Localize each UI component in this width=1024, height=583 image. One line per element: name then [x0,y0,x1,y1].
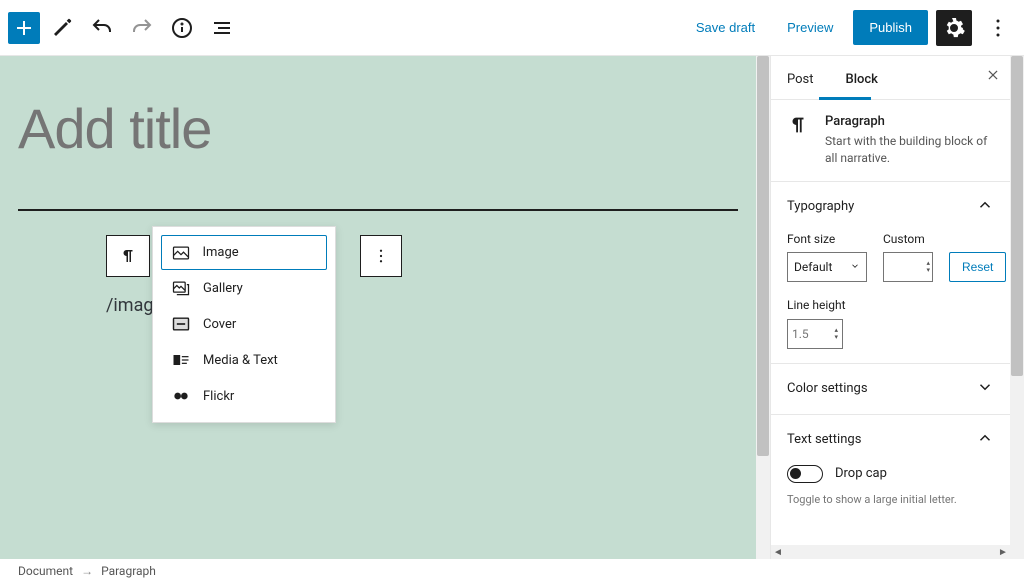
block-toolbar [106,235,150,277]
sidebar-h-scrollbar[interactable]: ◄ ► [771,545,1010,559]
save-draft-button[interactable]: Save draft [684,12,767,43]
block-name: Paragraph [825,114,994,129]
text-settings-panel: Text settings Drop cap Toggle to show a … [771,415,1010,520]
autocomplete-item-label: Image [203,245,239,260]
workspace: /image Image Gallery Cover Media & Text [0,56,1024,559]
canvas-scrollbar-thumb[interactable] [757,56,769,456]
custom-size-label: Custom [883,232,933,246]
autocomplete-item-label: Flickr [203,389,234,404]
outline-button[interactable] [204,10,240,46]
canvas-scrollbar[interactable] [756,56,770,559]
post-title-input[interactable] [18,96,738,161]
autocomplete-item-label: Gallery [203,281,243,296]
editor-topbar: Save draft Preview Publish [0,0,1024,56]
tab-indicator [819,97,871,100]
custom-size-input[interactable]: ▴▾ [883,252,933,282]
chevron-down-icon [850,260,860,274]
chevron-down-icon [976,378,994,400]
breadcrumb-current[interactable]: Paragraph [101,564,156,578]
panel-title: Typography [787,199,854,214]
font-size-label: Font size [787,232,867,246]
redo-button[interactable] [124,10,160,46]
autocomplete-item-media-text[interactable]: Media & Text [161,342,327,378]
sidebar-scrollbar[interactable] [1010,56,1024,559]
tab-block[interactable]: Block [830,60,894,99]
drop-cap-toggle[interactable] [787,465,823,483]
flickr-icon [171,386,191,406]
chevron-up-icon [976,429,994,451]
breadcrumb-document[interactable]: Document [18,564,73,578]
font-size-reset-button[interactable]: Reset [949,252,1006,282]
drop-cap-help-text: Toggle to show a large initial letter. [787,493,994,506]
editor-canvas-wrap: /image Image Gallery Cover Media & Text [0,56,770,559]
info-button[interactable] [164,10,200,46]
drop-cap-label: Drop cap [835,466,887,481]
block-autocomplete-popup: Image Gallery Cover Media & Text Flickr [152,226,336,423]
panel-title: Text settings [787,432,861,447]
color-settings-panel: Color settings [771,364,1010,415]
line-height-label: Line height [787,298,846,312]
autocomplete-item-flickr[interactable]: Flickr [161,378,327,414]
number-spinner-icon[interactable]: ▴▾ [834,327,838,341]
preview-button[interactable]: Preview [775,12,845,43]
sidebar-content: Post Block Paragraph Start with the buil… [771,56,1010,559]
chevron-up-icon [976,196,994,218]
sidebar-scrollbar-thumb[interactable] [1011,56,1023,376]
typography-panel: Typography Font size Default C [771,182,1010,364]
paragraph-icon [787,114,811,140]
block-description: Start with the building block of all nar… [825,133,994,167]
add-block-button[interactable] [8,12,40,44]
typography-panel-toggle[interactable]: Typography [787,196,994,218]
sidebar-close-button[interactable] [986,68,1000,86]
autocomplete-item-label: Media & Text [203,353,278,368]
autocomplete-item-image[interactable]: Image [161,235,327,270]
line-height-input[interactable]: 1.5 ▴▾ [787,319,843,349]
text-settings-toggle[interactable]: Text settings [787,429,994,451]
topbar-left-tools [8,10,240,46]
settings-sidebar: Post Block Paragraph Start with the buil… [770,56,1024,559]
topbar-right-tools: Save draft Preview Publish [684,10,1016,46]
sidebar-tabs: Post Block [771,56,1010,100]
autocomplete-item-label: Cover [203,317,236,332]
autocomplete-item-gallery[interactable]: Gallery [161,270,327,306]
color-settings-toggle[interactable]: Color settings [787,378,994,400]
number-spinner-icon[interactable]: ▴▾ [926,260,930,274]
edit-mode-button[interactable] [44,10,80,46]
title-divider [18,209,738,211]
font-size-value: Default [794,260,832,274]
font-size-select[interactable]: Default [787,252,867,282]
scroll-right-icon[interactable]: ► [996,545,1010,559]
block-type-paragraph-icon[interactable] [107,236,149,276]
breadcrumb: Document → Paragraph [0,559,1024,583]
more-options-button[interactable] [980,10,1016,46]
scroll-left-icon[interactable]: ◄ [771,545,785,559]
block-summary-section: Paragraph Start with the building block … [771,100,1010,182]
autocomplete-item-cover[interactable]: Cover [161,306,327,342]
line-height-placeholder: 1.5 [792,327,809,341]
publish-button[interactable]: Publish [853,10,928,45]
panel-title: Color settings [787,381,868,396]
block-more-options-button[interactable] [360,235,402,277]
settings-button[interactable] [936,10,972,46]
breadcrumb-separator: → [81,564,93,578]
tab-post[interactable]: Post [771,60,830,99]
editor-canvas[interactable]: /image [0,56,756,559]
undo-button[interactable] [84,10,120,46]
